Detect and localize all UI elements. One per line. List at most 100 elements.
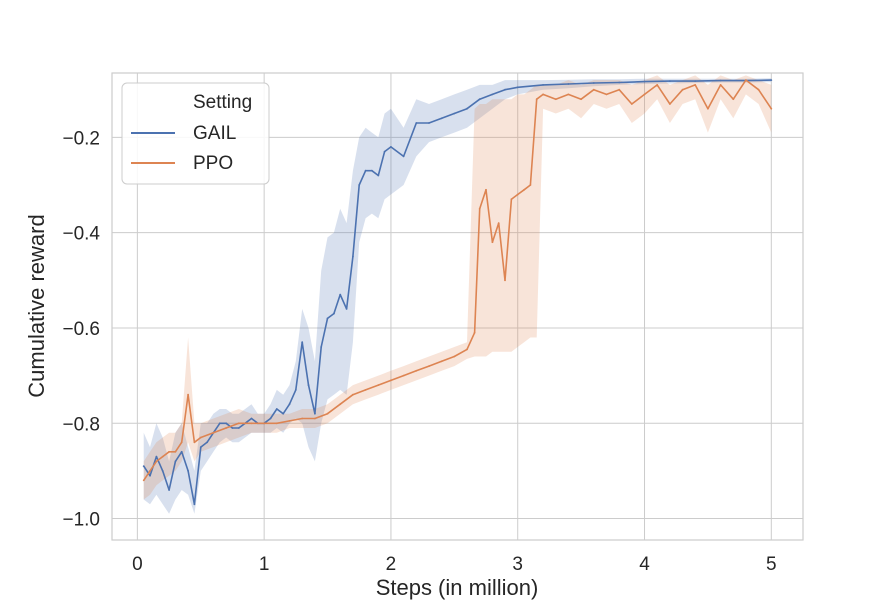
- point-gail: [288, 403, 291, 406]
- point-ppo: [225, 427, 228, 429]
- point-gail: [237, 427, 240, 429]
- point-ppo: [497, 222, 500, 225]
- x-tick-label: 0: [132, 554, 143, 575]
- legend-title: Setting: [193, 92, 252, 113]
- legend-box: [121, 82, 270, 185]
- point-gail: [225, 422, 228, 425]
- point-ppo: [428, 365, 430, 367]
- point-gail: [440, 117, 443, 120]
- plot-frame: [111, 72, 804, 541]
- point-ppo: [212, 431, 215, 434]
- point-gail: [345, 308, 348, 310]
- point-gail: [275, 408, 278, 410]
- point-gail: [339, 293, 342, 296]
- point-gail: [364, 169, 367, 172]
- point-gail: [377, 174, 380, 177]
- point-ppo: [180, 441, 183, 444]
- point-ppo: [719, 84, 722, 86]
- point-gail: [168, 489, 171, 491]
- band-ppo: [143, 75, 772, 500]
- point-ppo: [364, 389, 367, 391]
- point-ppo: [161, 455, 164, 458]
- point-ppo: [142, 479, 145, 482]
- point-gail: [282, 412, 285, 415]
- point-gail: [231, 427, 234, 429]
- point-ppo: [656, 84, 659, 86]
- point-ppo: [770, 107, 773, 110]
- point-ppo: [554, 98, 557, 101]
- point-gail: [516, 86, 519, 89]
- series-lines: [142, 79, 773, 506]
- point-gail: [592, 82, 595, 84]
- point-gail: [402, 155, 405, 158]
- point-ppo: [352, 393, 354, 396]
- point-ppo: [288, 420, 291, 422]
- point-gail: [155, 455, 158, 458]
- point-gail: [390, 146, 392, 148]
- confidence-bands: [143, 75, 772, 514]
- point-gail: [161, 470, 164, 472]
- point-gail: [326, 317, 329, 320]
- point-ppo: [516, 193, 519, 196]
- point-gail: [542, 84, 544, 86]
- y-tick-label: −0.2: [62, 128, 100, 149]
- point-ppo: [630, 103, 633, 105]
- point-gail: [491, 93, 494, 96]
- point-gail: [180, 450, 183, 453]
- point-ppo: [542, 93, 544, 96]
- point-ppo: [326, 412, 329, 415]
- point-ppo: [301, 417, 304, 420]
- point-ppo: [707, 107, 709, 110]
- point-ppo: [567, 93, 570, 96]
- y-tick-label: −0.6: [62, 319, 100, 340]
- point-gail: [383, 150, 386, 153]
- point-ppo: [757, 88, 760, 91]
- point-gail: [142, 465, 145, 467]
- point-ppo: [473, 331, 476, 334]
- point-gail: [504, 88, 506, 91]
- point-ppo: [605, 93, 608, 96]
- point-ppo: [510, 198, 513, 201]
- legend: Setting GAIL PPO: [121, 82, 270, 185]
- point-ppo: [732, 98, 735, 101]
- point-gail: [294, 389, 297, 391]
- x-tick-label: 5: [766, 554, 777, 575]
- point-ppo: [440, 360, 443, 363]
- point-ppo: [669, 103, 671, 105]
- x-tick-label: 4: [639, 554, 650, 575]
- point-gail: [206, 441, 209, 444]
- point-ppo: [478, 207, 481, 210]
- y-axis-ticks: −1.0 −0.8 −0.6 −0.4 −0.2: [62, 128, 100, 530]
- point-gail: [269, 417, 272, 420]
- point-gail: [218, 422, 221, 425]
- point-ppo: [491, 241, 494, 244]
- legend-label-gail: GAIL: [193, 123, 236, 144]
- point-ppo: [466, 348, 468, 351]
- point-ppo: [580, 98, 582, 101]
- point-gail: [453, 112, 456, 115]
- point-ppo: [314, 417, 316, 420]
- point-ppo: [523, 188, 525, 191]
- point-ppo: [618, 88, 621, 91]
- point-ppo: [453, 355, 456, 358]
- point-ppo: [377, 384, 380, 386]
- point-gail: [307, 384, 310, 386]
- point-gail: [320, 346, 323, 348]
- point-ppo: [155, 460, 158, 463]
- point-gail: [669, 80, 671, 82]
- point-ppo: [149, 470, 151, 472]
- point-gail: [694, 80, 697, 82]
- point-ppo: [485, 188, 487, 191]
- point-gail: [193, 503, 196, 506]
- point-gail: [415, 122, 418, 124]
- point-ppo: [592, 88, 595, 91]
- point-ppo: [390, 379, 392, 382]
- line-gail: [143, 79, 772, 506]
- y-tick-label: −0.8: [62, 414, 100, 435]
- point-ppo: [199, 436, 202, 439]
- point-gail: [250, 417, 253, 420]
- point-ppo: [168, 450, 171, 453]
- x-axis-ticks: 0 1 2 3 4 5: [132, 554, 777, 575]
- point-gail: [358, 184, 361, 186]
- point-ppo: [174, 450, 177, 453]
